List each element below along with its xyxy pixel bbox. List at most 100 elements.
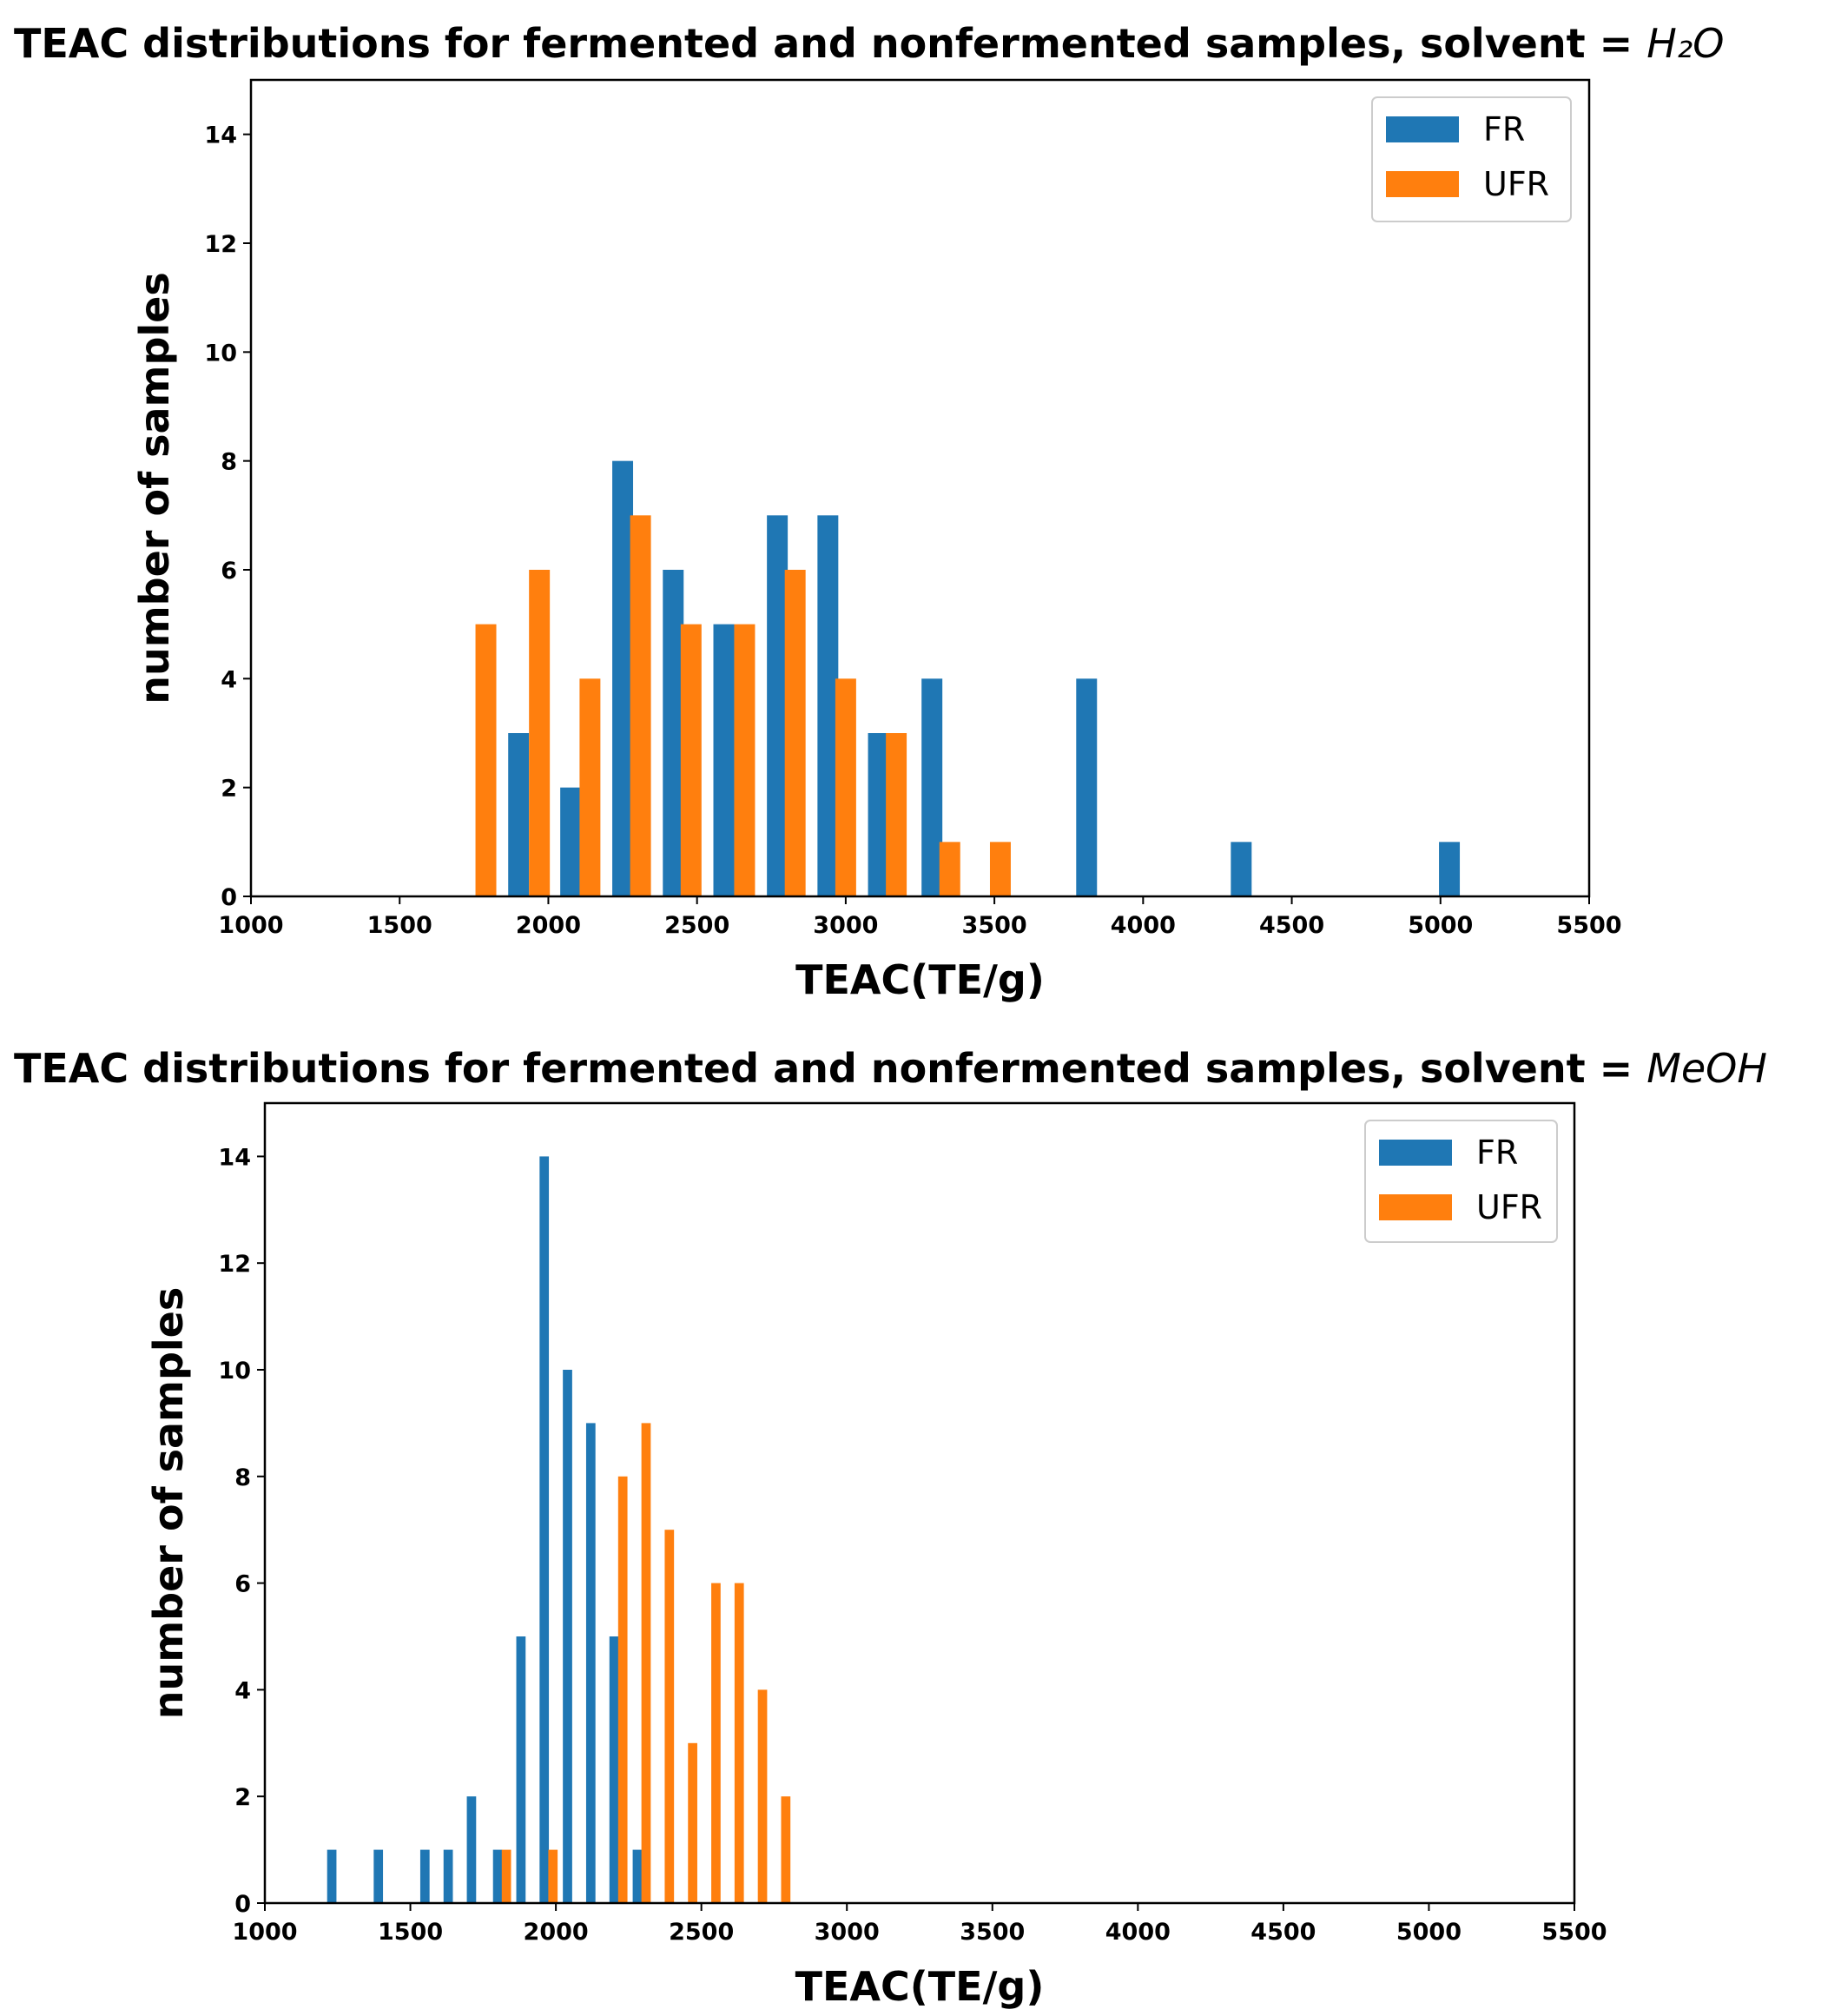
bar-ufr-2310 bbox=[630, 515, 651, 896]
bar-ufr-1830 bbox=[501, 1849, 511, 1903]
y-tick-label: 6 bbox=[234, 1571, 251, 1598]
y-tick-label: 0 bbox=[221, 884, 237, 911]
bar-fr-1630 bbox=[443, 1849, 453, 1903]
x-tick-label: 2500 bbox=[669, 1919, 734, 1946]
plot-frame bbox=[249, 78, 1591, 898]
x-tick-label: 1500 bbox=[378, 1919, 443, 1946]
legend-label-ufr: UFR bbox=[1476, 1188, 1542, 1226]
bar-fr-2940 bbox=[817, 515, 839, 896]
y-tick-label: 14 bbox=[218, 1144, 251, 1171]
x-tick-label: 1500 bbox=[367, 912, 432, 939]
bar-fr-1550 bbox=[419, 1849, 430, 1903]
legend-label-ufr: UFR bbox=[1483, 165, 1549, 203]
x-axis-label: TEAC(TE/g) bbox=[795, 1963, 1045, 2010]
x-tick-label: 5000 bbox=[1408, 912, 1473, 939]
y-tick-label: 2 bbox=[234, 1784, 251, 1811]
legend-swatch-ufr bbox=[1379, 1194, 1452, 1220]
bar-fr-2770 bbox=[767, 515, 789, 896]
bar-fr-2040 bbox=[563, 1370, 572, 1903]
y-tick-label: 4 bbox=[221, 666, 237, 693]
x-tick-label: 3000 bbox=[813, 912, 878, 939]
bar-ufr-3350 bbox=[939, 842, 960, 896]
bar-fr-1900 bbox=[508, 733, 530, 896]
y-tick-label: 10 bbox=[218, 1358, 251, 1385]
y-tick-label: 8 bbox=[234, 1464, 251, 1491]
legend-label-fr: FR bbox=[1483, 110, 1525, 149]
bar-fr-2280 bbox=[632, 1849, 643, 1903]
legend-swatch-fr bbox=[1379, 1140, 1452, 1166]
chart-title-solvent: H₂O bbox=[1646, 20, 1724, 67]
plot-frame bbox=[263, 1101, 1576, 1905]
bar-fr-1880 bbox=[516, 1636, 526, 1903]
x-tick-label: 5500 bbox=[1541, 1919, 1607, 1946]
bar-ufr-2390 bbox=[664, 1530, 675, 1903]
y-tick-label: 0 bbox=[234, 1891, 251, 1918]
bar-fr-2200 bbox=[609, 1636, 619, 1903]
bar-ufr-3000 bbox=[835, 678, 856, 896]
x-tick-label: 3500 bbox=[960, 1919, 1025, 1946]
bar-fr-2590 bbox=[713, 624, 735, 896]
bar-fr-1230 bbox=[327, 1849, 337, 1903]
bar-fr-2250 bbox=[612, 460, 634, 896]
bar-ufr-2790 bbox=[781, 1796, 791, 1903]
bar-ufr-2310 bbox=[641, 1423, 651, 1903]
y-tick-label: 4 bbox=[234, 1677, 251, 1704]
bar-fr-1390 bbox=[373, 1849, 384, 1903]
bar-fr-2420 bbox=[663, 570, 684, 896]
x-tick-label: 4500 bbox=[1250, 1919, 1316, 1946]
x-tick-label: 2000 bbox=[524, 1919, 589, 1946]
bar-ufr-3520 bbox=[989, 842, 1011, 896]
chart-title-text: TEAC distributions for fermented and non… bbox=[14, 1045, 1646, 1092]
y-axis-label: number of samples bbox=[131, 272, 178, 704]
y-axis-label: number of samples bbox=[145, 1287, 192, 1720]
chart-1: TEAC distributions for fermented and non… bbox=[14, 20, 1724, 1003]
x-axis-label: TEAC(TE/g) bbox=[795, 956, 1045, 1003]
bar-ufr-1990 bbox=[548, 1849, 558, 1903]
chart-title: TEAC distributions for fermented and non… bbox=[14, 20, 1724, 67]
bar-fr-2075 bbox=[560, 787, 582, 896]
legend-swatch-fr bbox=[1386, 116, 1459, 142]
bar-fr-3110 bbox=[868, 733, 889, 896]
bar-ufr-2630 bbox=[734, 1583, 744, 1903]
bar-ufr-1790 bbox=[475, 624, 497, 896]
y-tick-label: 6 bbox=[221, 558, 237, 585]
y-tick-label: 12 bbox=[204, 231, 237, 258]
bar-ufr-2470 bbox=[688, 1742, 697, 1903]
x-tick-label: 4000 bbox=[1111, 912, 1176, 939]
chart-title: TEAC distributions for fermented and non… bbox=[14, 1045, 1767, 1092]
x-tick-label: 4500 bbox=[1259, 912, 1324, 939]
bar-ufr-2710 bbox=[757, 1689, 768, 1903]
bar-ufr-2140 bbox=[579, 678, 601, 896]
x-tick-label: 2500 bbox=[664, 912, 729, 939]
bar-ufr-2830 bbox=[784, 570, 806, 896]
y-tick-label: 2 bbox=[221, 776, 237, 803]
bar-fr-5030 bbox=[1439, 842, 1461, 896]
legend-swatch-ufr bbox=[1386, 171, 1459, 197]
bar-fr-2120 bbox=[585, 1423, 596, 1903]
bar-ufr-2230 bbox=[617, 1476, 628, 1903]
x-tick-label: 1000 bbox=[232, 1919, 297, 1946]
x-tick-label: 4000 bbox=[1105, 1919, 1171, 1946]
x-tick-label: 1000 bbox=[218, 912, 283, 939]
chart-2: TEAC distributions for fermented and non… bbox=[14, 1045, 1767, 2010]
bar-ufr-2550 bbox=[711, 1583, 721, 1903]
y-tick-label: 12 bbox=[218, 1251, 251, 1278]
chart-title-text: TEAC distributions for fermented and non… bbox=[14, 20, 1646, 67]
y-tick-label: 14 bbox=[204, 122, 237, 149]
bar-fr-1960 bbox=[539, 1156, 550, 1903]
x-tick-label: 5500 bbox=[1556, 912, 1621, 939]
bar-fr-1710 bbox=[466, 1796, 477, 1903]
bar-fr-3290 bbox=[921, 678, 943, 896]
y-tick-label: 10 bbox=[204, 340, 237, 367]
x-tick-label: 3000 bbox=[815, 1919, 880, 1946]
chart-title-solvent: MeOH bbox=[1646, 1045, 1767, 1092]
bar-fr-4330 bbox=[1231, 842, 1252, 896]
x-tick-label: 5000 bbox=[1396, 1919, 1462, 1946]
bar-ufr-3170 bbox=[886, 733, 907, 896]
legend-label-fr: FR bbox=[1476, 1134, 1518, 1172]
bar-ufr-1970 bbox=[529, 570, 551, 896]
bar-fr-3810 bbox=[1076, 678, 1098, 896]
x-tick-label: 3500 bbox=[962, 912, 1027, 939]
y-tick-label: 8 bbox=[221, 449, 237, 476]
